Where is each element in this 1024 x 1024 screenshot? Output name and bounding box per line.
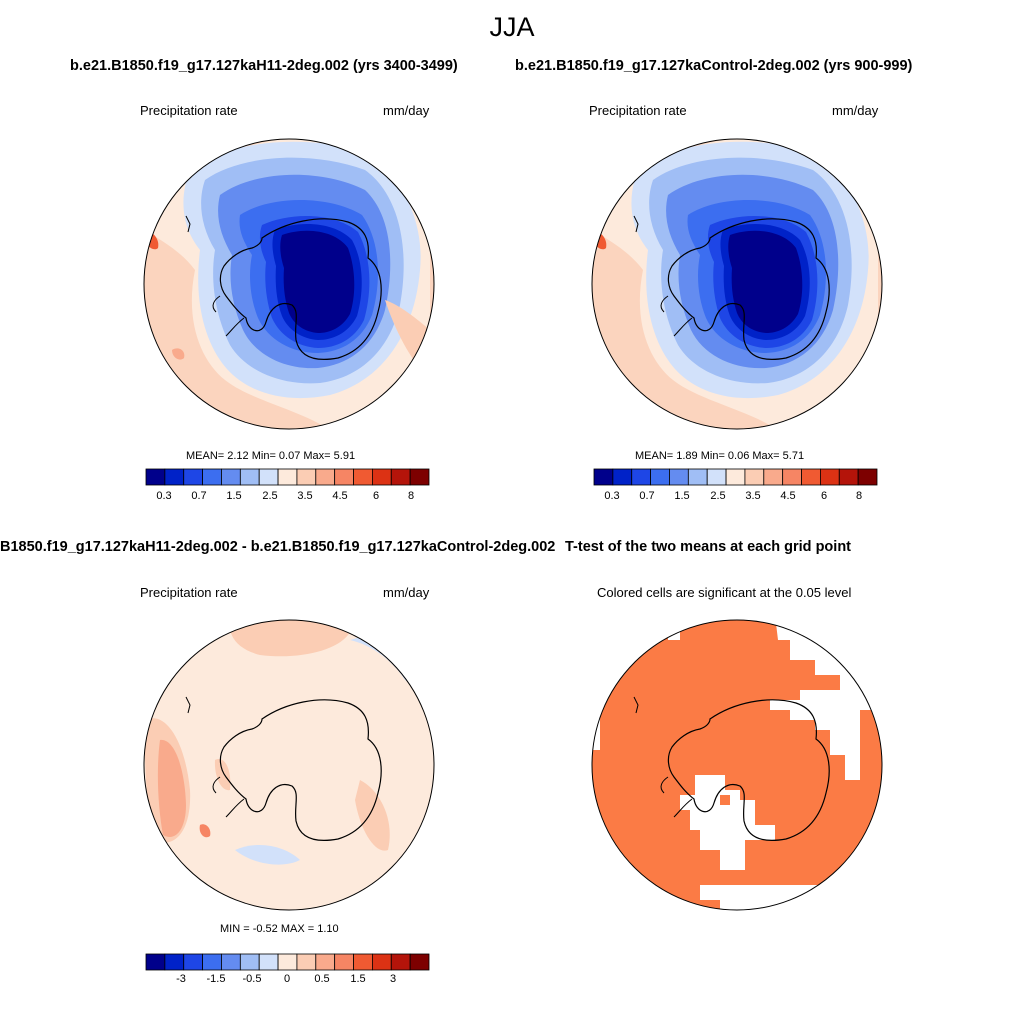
colorbar-swatch: [763, 468, 784, 486]
colorbar-swatch: [334, 953, 354, 971]
colorbar-swatch: [164, 468, 185, 486]
colorbar-swatch: [669, 468, 689, 486]
colorbar-bottom-tick: -0.5: [242, 973, 262, 985]
top-right-panel-title: b.e21.B1850.f19_g17.127kaControl-2deg.00…: [515, 58, 913, 74]
colorbar-bottom-tick: 3: [389, 973, 397, 985]
colorbar-top-left-tick: 2.5: [262, 490, 278, 502]
colorbar-swatch: [857, 468, 878, 486]
colorbar-swatch: [390, 953, 411, 971]
colorbar-top-left-tick: 6: [372, 490, 380, 502]
colorbar-swatch: [277, 953, 298, 971]
colorbar-swatch: [409, 468, 430, 486]
colorbar-bottom-tick: 0.5: [314, 973, 330, 985]
colorbar-swatch: [145, 953, 166, 971]
colorbar-swatch: [183, 468, 204, 486]
colorbar-swatch: [221, 953, 241, 971]
top-left-panel-title: b.e21.B1850.f19_g17.127kaH11-2deg.002 (y…: [70, 58, 458, 74]
colorbar-swatch: [687, 468, 708, 486]
top-left-colorbar: [145, 468, 430, 486]
top-left-units-label: mm/day: [383, 103, 430, 118]
bottom-right-significance-map: [592, 620, 882, 910]
colorbar-top-right-tick: 0.3: [604, 490, 620, 502]
colorbar-swatch: [315, 953, 336, 971]
colorbar-swatch: [801, 468, 821, 486]
bottom-left-colorbar: [145, 953, 430, 971]
bottom-left-units-label: mm/day: [383, 585, 430, 600]
colorbar-swatch: [409, 953, 430, 971]
top-right-variable-label: Precipitation rate: [589, 103, 687, 118]
colorbar-swatch: [353, 468, 373, 486]
colorbar-swatch: [296, 468, 317, 486]
colorbar-swatch: [239, 953, 260, 971]
colorbar-top-left-tick: 1.5: [226, 490, 242, 502]
colorbar-swatch: [258, 468, 279, 486]
colorbar-top-right-tick: 2.5: [710, 490, 726, 502]
top-right-stats: MEAN= 1.89 Min= 0.06 Max= 5.71: [635, 450, 805, 462]
colorbar-top-left-tick: 0.7: [191, 490, 207, 502]
colorbar-swatch: [183, 953, 204, 971]
colorbar-swatch: [612, 468, 633, 486]
colorbar-top-left-tick: 0.3: [156, 490, 172, 502]
bottom-right-panel-title: T-test of the two means at each grid poi…: [565, 539, 851, 555]
colorbar-swatch: [744, 468, 765, 486]
colorbar-top-left-tick: 8: [407, 490, 415, 502]
colorbar-swatch: [145, 468, 166, 486]
bottom-left-stats: MIN = -0.52 MAX = 1.10: [220, 923, 339, 935]
colorbar-swatch: [838, 468, 859, 486]
colorbar-swatch: [820, 468, 840, 486]
colorbar-swatch: [650, 468, 670, 486]
colorbar-swatch: [296, 953, 317, 971]
colorbar-top-left-tick: 3.5: [297, 490, 313, 502]
top-right-colorbar: [593, 468, 878, 486]
colorbar-swatch: [202, 468, 222, 486]
colorbar-swatch: [725, 468, 746, 486]
colorbar-bottom-tick: -3: [176, 973, 186, 985]
top-right-precipitation-map: [592, 139, 882, 429]
bottom-left-difference-map: [144, 620, 434, 910]
colorbar-bottom-tick: 0: [283, 973, 291, 985]
colorbar-swatch: [164, 953, 185, 971]
colorbar-swatch: [593, 468, 614, 486]
figure-title: JJA: [489, 12, 535, 42]
colorbar-swatch: [353, 953, 373, 971]
colorbar-bottom-tick: -1.5: [206, 973, 226, 985]
colorbar-top-right-tick: 1.5: [674, 490, 690, 502]
colorbar-swatch: [782, 468, 802, 486]
colorbar-swatch: [202, 953, 222, 971]
colorbar-swatch: [631, 468, 652, 486]
bottom-left-panel-title: B1850.f19_g17.127kaH11-2deg.002 - b.e21.…: [0, 539, 556, 555]
colorbar-bottom-tick: 1.5: [350, 973, 366, 985]
colorbar-swatch: [258, 953, 279, 971]
bottom-right-subtitle: Colored cells are significant at the 0.0…: [597, 585, 852, 600]
colorbar-top-right-tick: 0.7: [639, 490, 655, 502]
top-right-units-label: mm/day: [832, 103, 879, 118]
colorbar-top-right-tick: 3.5: [745, 490, 761, 502]
colorbar-swatch: [371, 953, 392, 971]
colorbar-swatch: [390, 468, 411, 486]
colorbar-swatch: [239, 468, 260, 486]
top-left-variable-label: Precipitation rate: [140, 103, 238, 118]
top-left-precipitation-map: [144, 139, 434, 429]
colorbar-top-right-tick: 6: [820, 490, 828, 502]
colorbar-top-right-tick: 8: [855, 490, 863, 502]
colorbar-swatch: [706, 468, 727, 486]
colorbar-swatch: [334, 468, 354, 486]
colorbar-swatch: [277, 468, 298, 486]
top-left-stats: MEAN= 2.12 Min= 0.07 Max= 5.91: [186, 450, 356, 462]
colorbar-swatch: [371, 468, 392, 486]
bottom-left-variable-label: Precipitation rate: [140, 585, 238, 600]
colorbar-swatch: [221, 468, 241, 486]
colorbar-top-right-tick: 4.5: [780, 490, 796, 502]
colorbar-top-left-tick: 4.5: [332, 490, 348, 502]
colorbar-swatch: [315, 468, 336, 486]
